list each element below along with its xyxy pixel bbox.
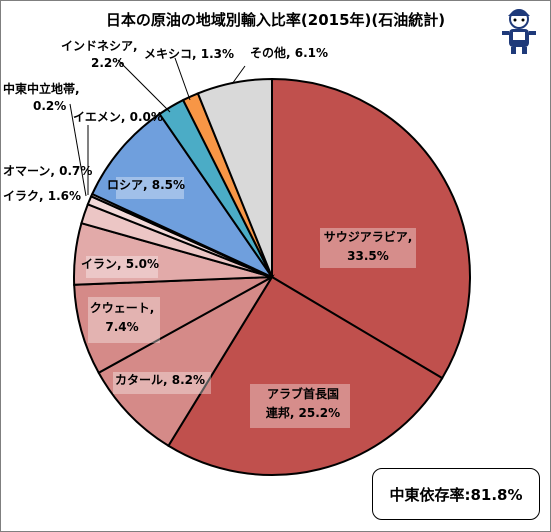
slice-label-0: サウジアラビア, 33.5% [324, 229, 413, 263]
slice-label-2: カタール, 8.2% [115, 373, 205, 387]
slice-label-7: イエメン, 0.0% [73, 110, 163, 124]
leader-line-8 [69, 103, 87, 197]
middle-east-dependency-callout: 中東依存率:81.8% [372, 468, 540, 520]
mascot-logo-icon [502, 9, 536, 54]
pie-slice-12 [196, 77, 273, 278]
slice-label-box-2 [113, 372, 211, 394]
slice-label-4: イラン, 5.0% [81, 257, 159, 271]
slice-label-10: インドネシア, 2.2% [61, 39, 138, 70]
chart-title: 日本の原油の地域別輸入比率(2015年)(石油統計) [105, 11, 446, 29]
slice-label-box-0 [320, 228, 416, 268]
slice-label-box-3 [88, 297, 160, 343]
slice-label-11: メキシコ, 1.3% [144, 47, 234, 61]
slice-label-box-1 [250, 384, 350, 428]
slice-label-1: アラブ首長国連邦, 25.2% [266, 386, 340, 420]
leader-line-10 [117, 59, 171, 113]
pie-slice-0 [271, 77, 471, 380]
slice-label-5: イラク, 1.6% [3, 189, 81, 203]
leader-line-11 [174, 57, 191, 101]
pie-slice-9 [90, 112, 275, 280]
slice-label-9: ロシア, 8.5% [107, 178, 185, 192]
slice-label-3: クウェート, 7.4% [90, 301, 155, 334]
slice-label-8: 中東中立地帯, 0.2% [3, 81, 80, 113]
slice-label-box-4 [86, 256, 158, 278]
slice-label-12: その他, 6.1% [250, 45, 328, 60]
leader-line-12 [231, 65, 246, 85]
pie-slice-1 [167, 275, 444, 476]
pie-slice-2 [97, 274, 275, 448]
slice-label-box-9 [116, 177, 184, 199]
slice-label-6: オマーン, 0.7% [3, 164, 92, 178]
